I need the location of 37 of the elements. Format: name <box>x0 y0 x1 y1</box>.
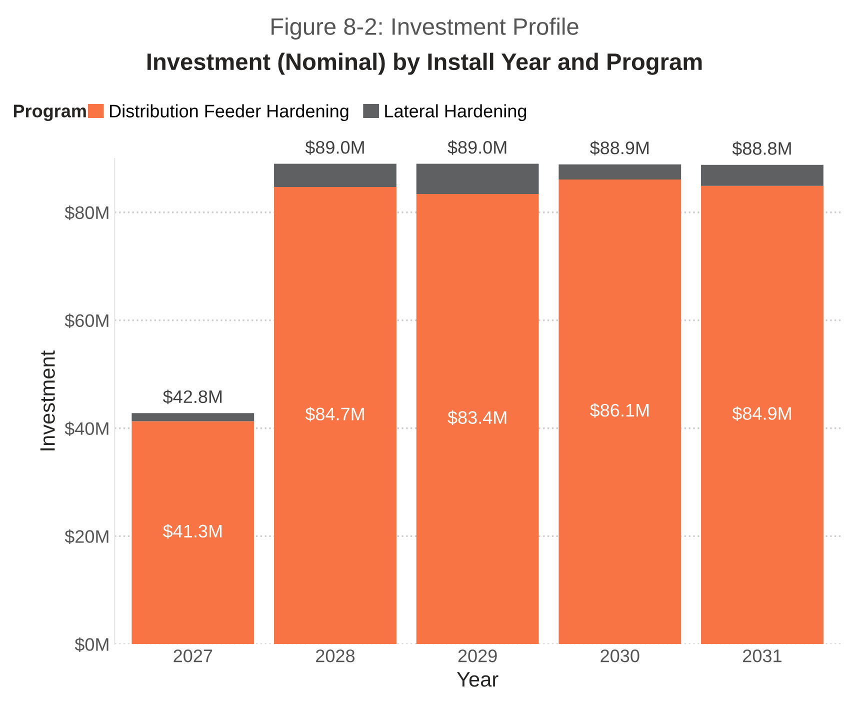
total-label: $89.0M <box>448 140 506 155</box>
bar <box>701 186 824 644</box>
data-label: $84.9M <box>732 406 791 421</box>
bar <box>558 164 682 180</box>
legend-label: Lateral Hardening <box>385 104 526 122</box>
data-label: $83.4M <box>448 410 506 426</box>
legend-title: Program <box>14 104 86 122</box>
y-axis-title: Investment <box>40 350 55 450</box>
bar <box>701 164 824 186</box>
x-tick-label: 2028 <box>316 650 355 662</box>
y-tick-label: $40M <box>64 421 108 436</box>
data-label: $86.1M <box>590 403 649 418</box>
y-tick-label: $0M <box>74 637 108 652</box>
x-axis-title: Year <box>456 672 498 687</box>
data-label: $84.7M <box>305 406 364 422</box>
total-label: $88.9M <box>590 140 649 156</box>
chart-subtitle: Investment (Nominal) by Install Year and Program <box>147 52 702 75</box>
legend-label: Distribution Feeder Hardening <box>110 104 348 122</box>
y-tick-label: $60M <box>64 313 108 328</box>
total-label: $88.8M <box>732 141 791 156</box>
x-tick-label: 2031 <box>743 650 782 662</box>
data-label: $41.3M <box>162 524 222 539</box>
x-tick-label: 2030 <box>600 650 640 662</box>
chart-title: Figure 8-2: Investment Profile <box>272 18 578 40</box>
total-label: $89.0M <box>305 140 364 155</box>
bar <box>416 194 539 644</box>
bar <box>132 413 254 422</box>
y-tick-label: $80M <box>64 206 108 220</box>
y-tick-label: $20M <box>64 529 108 544</box>
total-label: $42.8M <box>162 390 222 404</box>
x-tick-label: 2027 <box>174 650 212 662</box>
bar <box>558 179 682 644</box>
bar <box>274 164 396 188</box>
x-tick-label: 2029 <box>458 650 497 662</box>
bar <box>416 164 539 194</box>
bar <box>274 187 396 644</box>
bar <box>132 421 254 644</box>
